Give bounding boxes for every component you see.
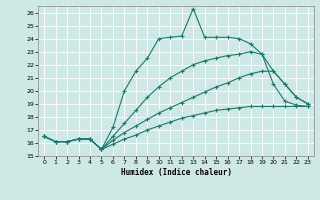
X-axis label: Humidex (Indice chaleur): Humidex (Indice chaleur) [121, 168, 231, 177]
